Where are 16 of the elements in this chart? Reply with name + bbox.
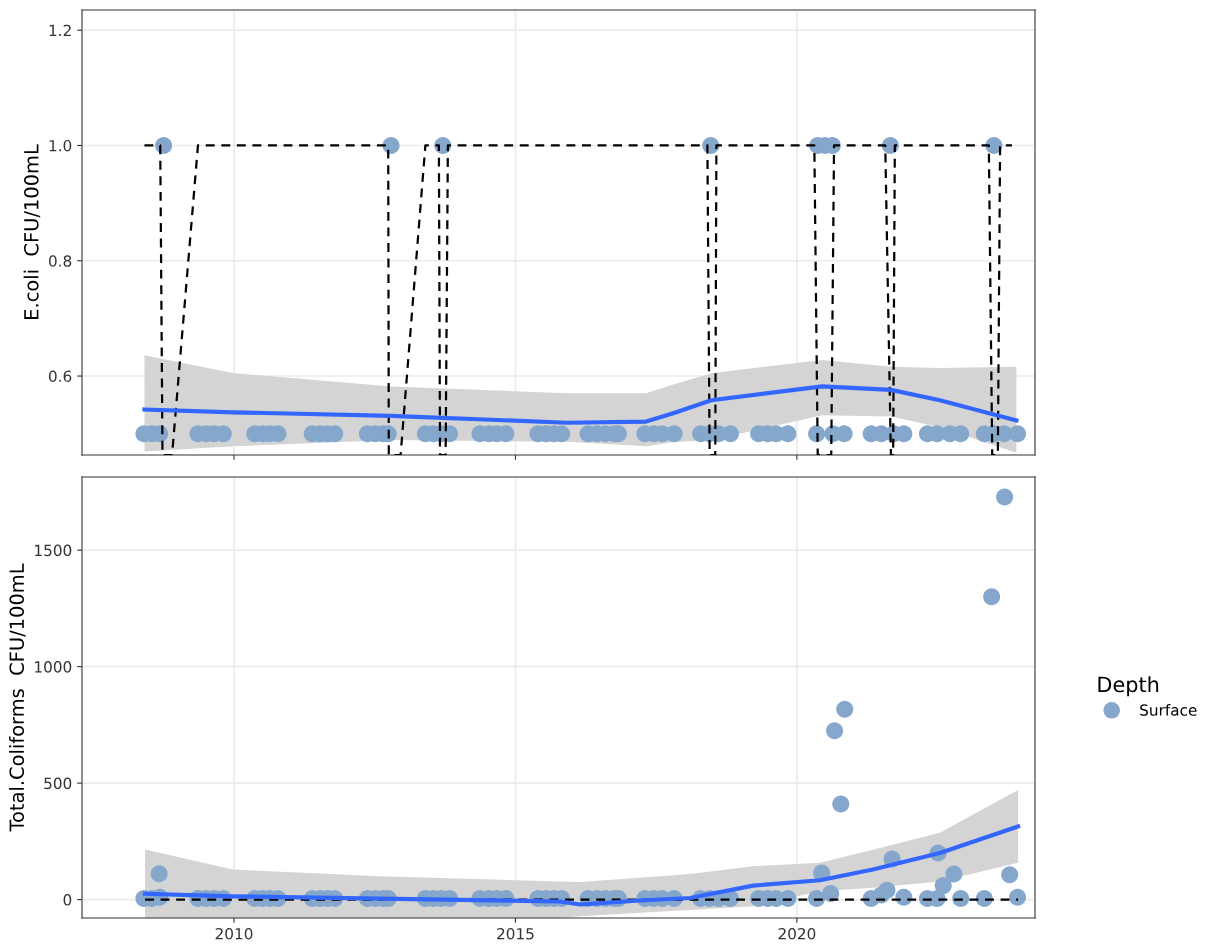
y-tick-label: 1000: [35, 661, 72, 673]
legend-title: Depth: [1098, 676, 1159, 697]
x-tick-label: 2015: [497, 927, 534, 940]
y-tick-label: 0.6: [48, 370, 72, 383]
legend-label: Surface: [1140, 704, 1197, 716]
y-axis-title: E.coli CFU/100mL: [23, 144, 41, 319]
y-tick-label: 500: [44, 777, 72, 790]
line-series: [142, 384, 1019, 425]
y-axis-title: Total.Coliforms CFU/100mL: [9, 563, 26, 832]
x-tick-label: 2020: [778, 927, 816, 940]
y-tick-label: 1.0: [49, 139, 72, 152]
y-tick-label: 1.2: [49, 24, 71, 36]
x-tick-label: 2010: [215, 927, 253, 940]
y-tick-label: 1500: [35, 544, 72, 557]
y-tick-label: 0.8: [48, 255, 72, 267]
y-tick-label: 0: [63, 894, 72, 906]
